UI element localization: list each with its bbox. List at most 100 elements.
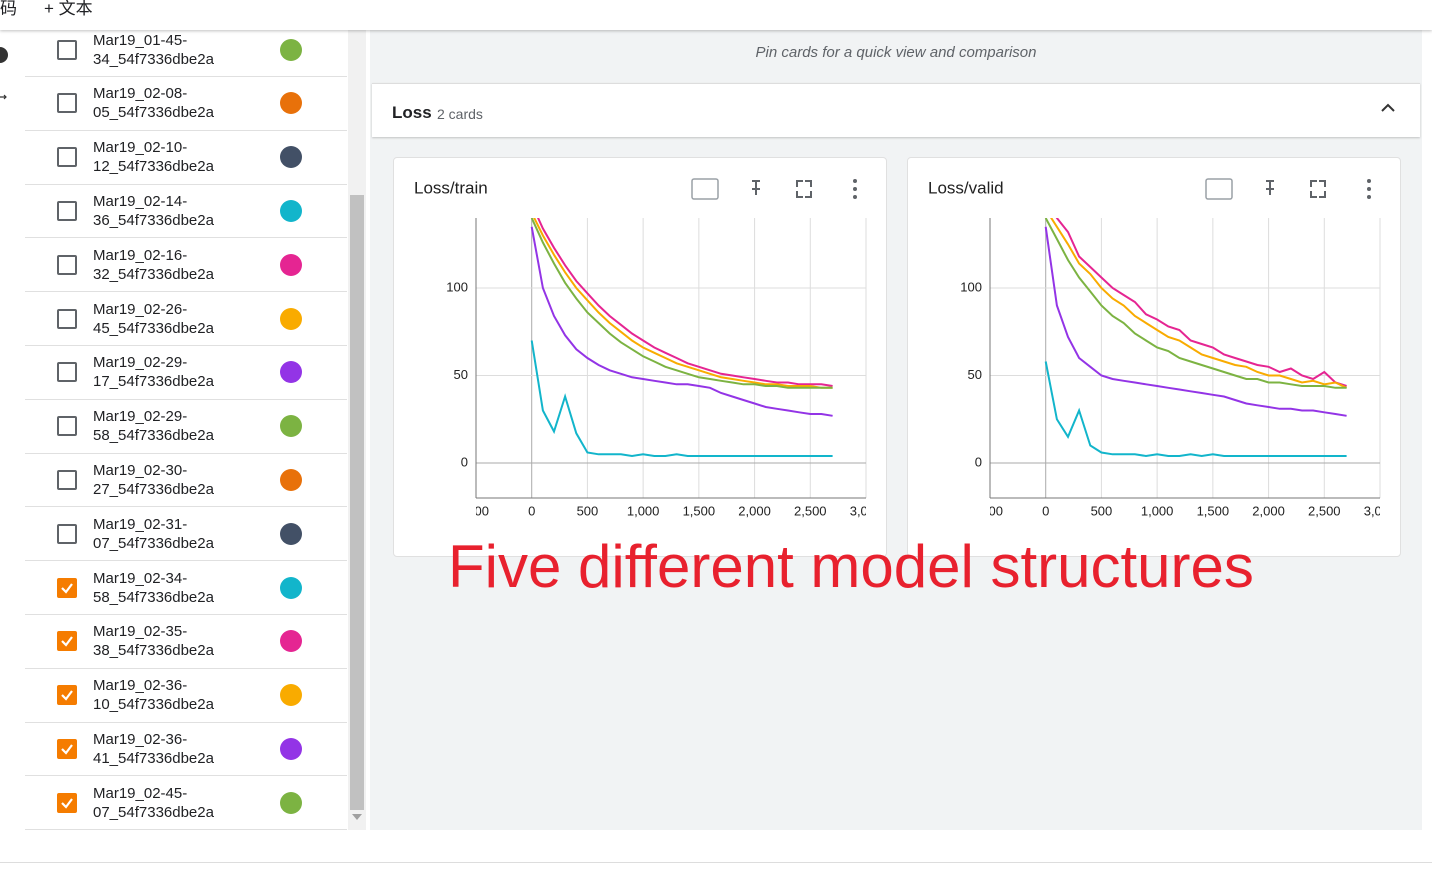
x-tick-label: 3,000: [1364, 503, 1397, 518]
run-color[interactable]: [280, 630, 302, 653]
scroll-arrow[interactable]: [352, 814, 362, 822]
toolbar: 代码 + 文本: [0, 0, 1432, 30]
run-row: Mar19_02-08-05_54f7336dbe2a: [25, 77, 347, 131]
run-row: Mar19_02-30-27_54f7336dbe2a: [25, 453, 347, 508]
y-tick-label: 100: [446, 279, 468, 294]
y-tick-label: 50: [454, 367, 468, 382]
run-name: Mar19_02-16-32_54f7336dbe2a: [93, 246, 214, 283]
y-tick-label: 0: [461, 454, 468, 469]
run-name: Mar19_02-30-27_54f7336dbe2a: [93, 461, 214, 498]
run-color[interactable]: [280, 38, 302, 61]
run-checkbox[interactable]: [57, 416, 77, 437]
run-checkbox[interactable]: [57, 254, 77, 275]
chart: Loss/train-500 0 500 1,000 1,500 2,000 2,500 3,…: [414, 178, 883, 518]
run-checkbox[interactable]: [57, 469, 77, 490]
run-name: Mar19_02-45-07_54f7336dbe2a: [93, 784, 214, 821]
run-list: Mar19_01-45-34_54f7336dbe2a Mar19_02-08-0…: [0, 30, 370, 830]
left-edge-icons: [0, 47, 8, 100]
run-name: Mar19_02-31-07_54f7336dbe2a: [93, 515, 214, 552]
run-checkbox[interactable]: [57, 577, 77, 598]
run-color[interactable]: [280, 576, 302, 599]
code-button[interactable]: 代码: [0, 0, 17, 18]
run-checkbox[interactable]: [57, 39, 77, 60]
run-name: Mar19_02-34-58_54f7336dbe2a: [93, 569, 214, 606]
run-checkbox[interactable]: [57, 685, 77, 706]
run-checkbox[interactable]: [57, 523, 77, 544]
run-color[interactable]: [280, 415, 302, 438]
series-line: [537, 218, 833, 387]
run-checkbox[interactable]: [57, 631, 77, 652]
run-name: Mar19_01-45-34_54f7336dbe2a: [93, 31, 214, 68]
run-color[interactable]: [280, 361, 302, 384]
run-color[interactable]: [280, 522, 302, 545]
series-line: [1044, 361, 1347, 458]
x-tick-label: 3,000: [850, 503, 883, 518]
y-tick-label: 0: [975, 454, 982, 469]
group-title: Loss: [392, 103, 432, 122]
group-header[interactable]: Loss 2 cards: [372, 83, 1420, 137]
series-line: [1044, 226, 1347, 417]
bottom-bar: [0, 862, 1432, 873]
run-color[interactable]: [280, 92, 302, 115]
run-row: Mar19_02-29-17_54f7336dbe2a: [25, 346, 347, 400]
chart-card: Loss/valid -500 0 500 1,000 1,500 2,000 2,500 3,…: [907, 157, 1401, 557]
run-color[interactable]: [280, 791, 302, 814]
series-line: [530, 218, 833, 389]
run-row: Mar19_02-29-58_54f7336dbe2a: [25, 400, 347, 454]
series-line: [533, 218, 833, 389]
run-row: Mar19_02-36-41_54f7336dbe2a: [25, 722, 347, 777]
series-line: [1055, 218, 1347, 387]
run-row: Mar19_02-36-10_54f7336dbe2a: [25, 669, 347, 723]
x-tick-label: 2,500: [794, 503, 827, 518]
run-color[interactable]: [280, 307, 302, 330]
series-line: [1050, 218, 1348, 389]
run-row: Mar19_02-31-07_54f7336dbe2a: [25, 507, 347, 562]
run-row: Mar19_02-26-45_54f7336dbe2a: [25, 292, 347, 346]
run-checkbox[interactable]: [57, 308, 77, 329]
x-tick-label: 1,000: [1141, 503, 1174, 518]
card-icons[interactable]: [691, 178, 857, 200]
x-tick-label: 1,000: [627, 503, 660, 518]
run-checkbox[interactable]: [57, 147, 77, 168]
run-color[interactable]: [280, 737, 302, 760]
x-tick-label: 1,500: [1197, 503, 1230, 518]
x-tick-label: 500: [577, 503, 599, 518]
run-checkbox[interactable]: [57, 792, 77, 813]
x-tick-label: 0: [1042, 503, 1049, 518]
text-button[interactable]: + 文本: [44, 0, 93, 18]
run-name: Mar19_02-26-45_54f7336dbe2a: [93, 300, 214, 337]
chart-card: Loss/train -500 0 500 1,000 1,500 2,000 2,500 3,…: [393, 157, 887, 557]
run-color[interactable]: [280, 684, 302, 707]
run-name: Mar19_02-29-17_54f7336dbe2a: [93, 354, 214, 391]
main-panel: Pin cards for a quick view and compariso…: [370, 30, 1422, 830]
x-tick-label: 2,500: [1308, 503, 1341, 518]
run-color[interactable]: [280, 146, 302, 169]
run-checkbox[interactable]: [57, 738, 77, 759]
collapse-icon[interactable]: [1380, 102, 1396, 114]
run-name: Mar19_02-36-41_54f7336dbe2a: [93, 730, 214, 767]
run-row: Mar19_02-16-32_54f7336dbe2a: [25, 238, 347, 293]
annotation: Five different model structures: [448, 533, 1254, 600]
x-tick-label: 500: [1091, 503, 1113, 518]
scroll-thumb[interactable]: [350, 195, 364, 810]
run-checkbox[interactable]: [57, 362, 77, 383]
card-icons[interactable]: [1205, 178, 1371, 200]
run-name: Mar19_02-29-58_54f7336dbe2a: [93, 408, 214, 445]
run-checkbox[interactable]: [57, 93, 77, 114]
run-name: Mar19_02-14-36_54f7336dbe2a: [93, 192, 214, 229]
run-row: Mar19_02-14-36_54f7336dbe2a: [25, 184, 347, 239]
scrollbar[interactable]: [348, 30, 366, 830]
run-color[interactable]: [280, 468, 302, 491]
run-name: Mar19_02-36-10_54f7336dbe2a: [93, 677, 214, 714]
chart: Loss/valid-500 0 500 1,000 1,500 2,000 2,500 3,…: [928, 178, 1397, 518]
y-tick-label: 50: [968, 367, 982, 382]
run-color[interactable]: [280, 253, 302, 276]
x-tick-label: 2,000: [738, 503, 771, 518]
run-color[interactable]: [280, 199, 302, 222]
y-tick-label: 100: [960, 279, 982, 294]
series-line: [1044, 218, 1347, 389]
run-checkbox[interactable]: [57, 200, 77, 221]
chart-title: Loss/train: [414, 178, 488, 197]
